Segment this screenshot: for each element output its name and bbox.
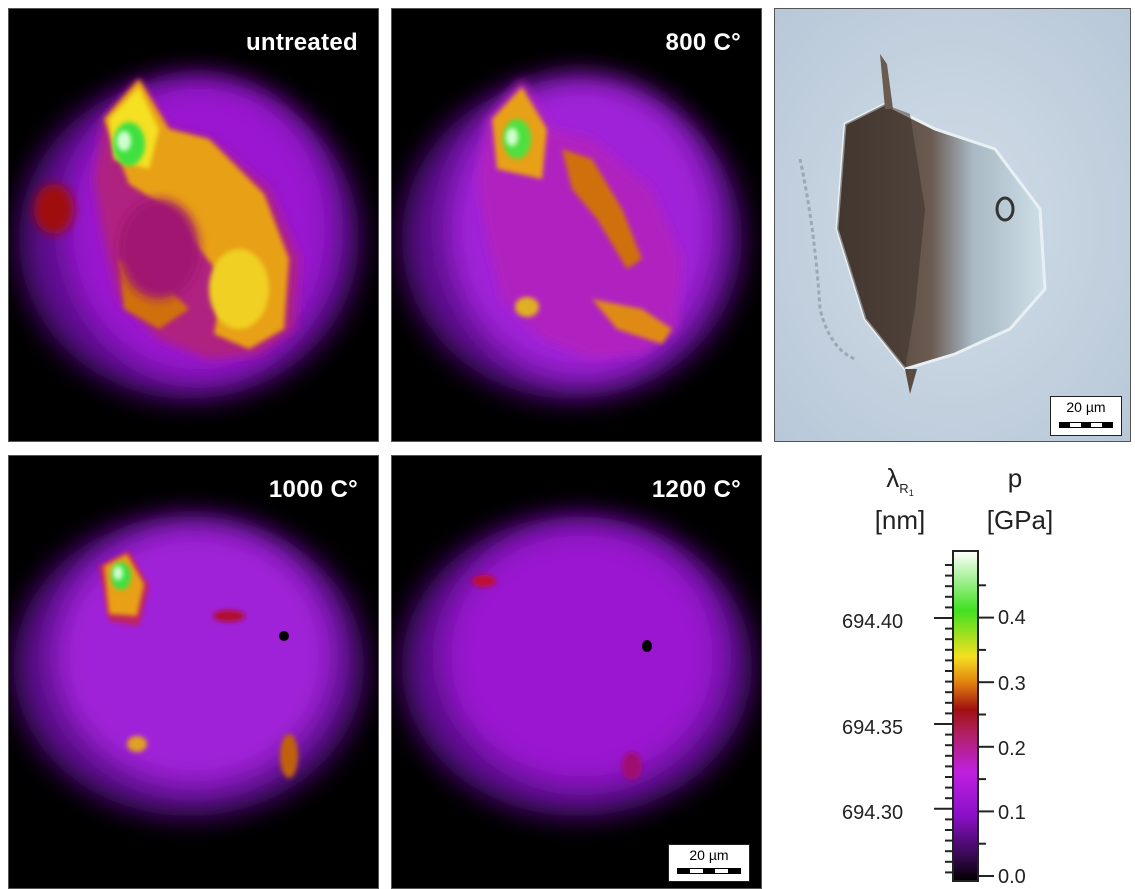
map-panel-1200: 1200 C° 20 µm xyxy=(391,455,762,889)
left-tick-label: 694.35 xyxy=(842,717,904,739)
colorbar-left-title: λR1 xyxy=(870,463,930,498)
colorbar-scale xyxy=(934,550,994,882)
colorbar-left-ticks xyxy=(934,564,953,874)
lambda-symbol: λ xyxy=(886,463,900,493)
photo-scalebar-label: 20 µm xyxy=(1066,399,1106,415)
colorbar-right-ticks xyxy=(978,584,994,877)
optical-micrograph-image xyxy=(775,9,1130,441)
right-tick-label: 0.1 xyxy=(998,802,1026,824)
optical-photo-panel: 20 µm xyxy=(774,8,1131,442)
right-tick-label: 0.0 xyxy=(998,866,1026,888)
panel-label-untreated: untreated xyxy=(245,29,358,56)
left-tick-label: 694.40 xyxy=(842,611,904,633)
colorbar-right-unit: [GPa] xyxy=(986,505,1054,535)
map-panel-1000: 1000 C° xyxy=(8,455,379,889)
map-panel-800: 800 C° xyxy=(391,8,762,442)
colorbar-left-unit: [nm] xyxy=(874,505,926,535)
map-scalebar-bar xyxy=(677,868,741,874)
lambda-subscript: R xyxy=(899,481,909,496)
pressure-map-1000 xyxy=(9,456,378,888)
map-scalebar: 20 µm xyxy=(668,844,750,882)
map-panel-untreated: untreated xyxy=(8,8,379,442)
panel-label-1200: 1200 C° xyxy=(651,476,741,503)
photo-scalebar-bar xyxy=(1059,422,1113,428)
pressure-map-1200 xyxy=(392,456,761,888)
colorbar-legend: λR1 [nm] p [GPa] 694.40 694.35 694.30 0.… xyxy=(770,455,1135,888)
colorbar-gradient xyxy=(952,550,979,882)
left-tick-label: 694.30 xyxy=(842,802,904,824)
panel-label-800: 800 C° xyxy=(665,29,741,56)
photo-scalebar: 20 µm xyxy=(1050,396,1122,436)
pressure-map-untreated xyxy=(9,9,378,441)
right-tick-label: 0.4 xyxy=(998,607,1026,629)
map-scalebar-label: 20 µm xyxy=(689,847,729,863)
right-tick-label: 0.3 xyxy=(998,673,1026,695)
lambda-subsubscript: 1 xyxy=(908,488,914,498)
panel-label-1000: 1000 C° xyxy=(268,476,358,503)
colorbar-right-title: p xyxy=(1007,463,1023,493)
pressure-map-800 xyxy=(392,9,761,441)
right-tick-label: 0.2 xyxy=(998,738,1026,760)
